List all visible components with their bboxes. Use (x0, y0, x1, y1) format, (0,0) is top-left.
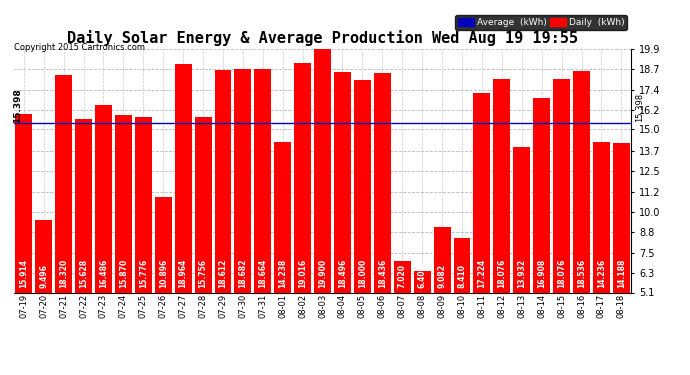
Text: 8.410: 8.410 (457, 264, 466, 288)
Bar (553, 79, 570, 292)
Text: 19.900: 19.900 (318, 258, 327, 288)
Text: 7.020: 7.020 (397, 264, 407, 288)
Bar (433, 227, 451, 292)
Bar (613, 143, 630, 292)
Bar (573, 71, 590, 292)
Bar (135, 117, 152, 292)
Text: 15.914: 15.914 (19, 258, 28, 288)
Bar (15, 114, 32, 292)
Text: 14.188: 14.188 (617, 258, 626, 288)
Bar (195, 117, 212, 292)
Text: 9.082: 9.082 (437, 264, 446, 288)
Bar (294, 63, 311, 292)
Bar (235, 69, 251, 292)
Text: 18.964: 18.964 (179, 258, 188, 288)
Text: 10.896: 10.896 (159, 258, 168, 288)
Text: 18.682: 18.682 (238, 258, 248, 288)
Text: 15.628: 15.628 (79, 258, 88, 288)
Text: 18.496: 18.496 (338, 258, 347, 288)
Text: 18.436: 18.436 (378, 258, 387, 288)
Bar (473, 93, 491, 292)
Text: 14.238: 14.238 (278, 258, 287, 288)
Text: 18.076: 18.076 (497, 258, 506, 288)
Text: 6.404: 6.404 (417, 264, 426, 288)
Text: 15.756: 15.756 (199, 258, 208, 288)
Bar (354, 80, 371, 292)
Text: 18.076: 18.076 (557, 258, 566, 288)
Bar (155, 197, 172, 292)
Bar (75, 119, 92, 292)
Bar (215, 70, 231, 292)
Text: 15.870: 15.870 (119, 258, 128, 288)
Text: 15.776: 15.776 (139, 258, 148, 288)
Title: Daily Solar Energy & Average Production Wed Aug 19 19:55: Daily Solar Energy & Average Production … (67, 30, 578, 46)
Bar (334, 72, 351, 292)
Bar (394, 261, 411, 292)
Bar (115, 115, 132, 292)
Text: 17.224: 17.224 (477, 258, 486, 288)
Text: 15.398: 15.398 (13, 88, 22, 123)
Bar (593, 142, 610, 292)
Bar (374, 73, 391, 292)
Text: 16.908: 16.908 (538, 258, 546, 288)
Bar (533, 98, 550, 292)
Bar (95, 105, 112, 292)
Text: 19.016: 19.016 (298, 258, 307, 288)
Text: Copyright 2015 Cartronics.com: Copyright 2015 Cartronics.com (14, 43, 145, 52)
Bar (493, 79, 511, 292)
Legend: Average  (kWh), Daily  (kWh): Average (kWh), Daily (kWh) (455, 15, 627, 30)
Text: 14.236: 14.236 (597, 258, 606, 288)
Text: 18.612: 18.612 (219, 258, 228, 288)
Bar (175, 64, 192, 292)
Text: 18.320: 18.320 (59, 258, 68, 288)
Text: 18.664: 18.664 (258, 258, 267, 288)
Text: 18.536: 18.536 (577, 258, 586, 288)
Bar (414, 271, 431, 292)
Bar (453, 238, 471, 292)
Text: 13.932: 13.932 (518, 258, 526, 288)
Bar (35, 220, 52, 292)
Text: 15.398: 15.398 (635, 93, 644, 122)
Bar (274, 142, 291, 292)
Bar (513, 147, 530, 292)
Text: 9.496: 9.496 (39, 264, 48, 288)
Bar (314, 49, 331, 292)
Text: 18.000: 18.000 (358, 258, 367, 288)
Bar (255, 69, 271, 292)
Text: 16.486: 16.486 (99, 258, 108, 288)
Bar (55, 75, 72, 292)
